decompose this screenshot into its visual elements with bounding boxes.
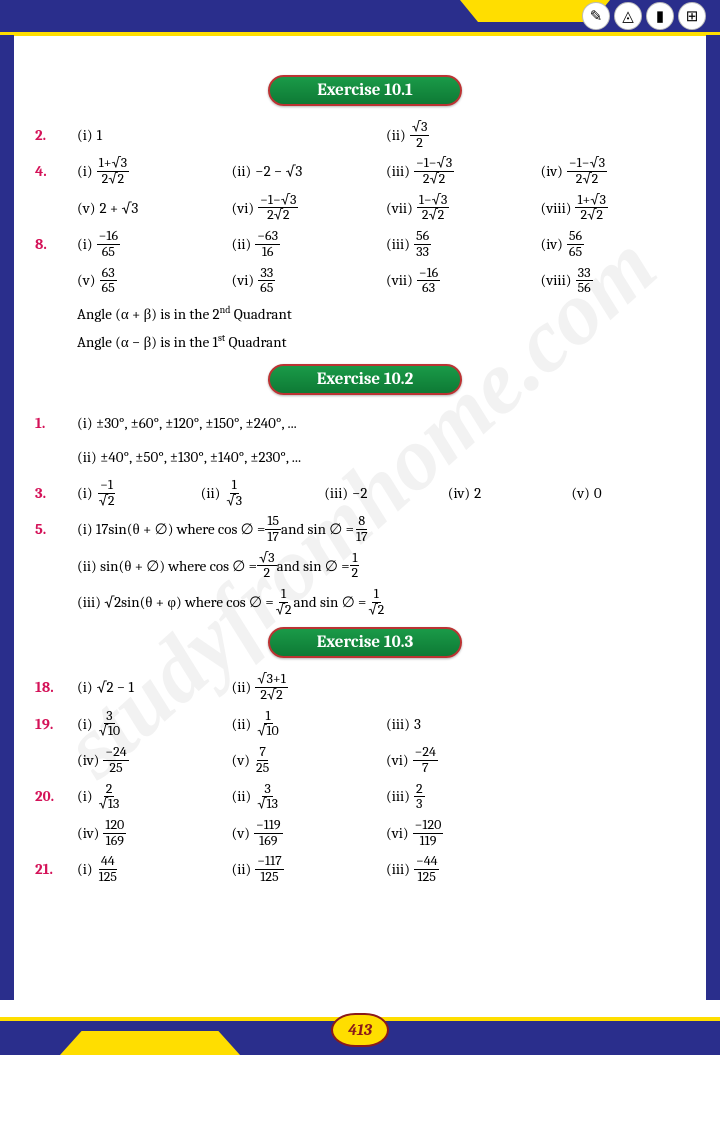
answer-part: (v) −119169 — [232, 818, 387, 848]
answer-part: (iii) −2 — [324, 478, 448, 508]
answer-part: (ii) sin(θ + ∅) where cos ∅ = √32 and si… — [77, 551, 360, 581]
note-text: Angle (α − β) is in the 1st Quadrant — [77, 330, 695, 354]
answer-part: (viii) 1+√32√2 — [541, 193, 696, 223]
answer-part: (iii) −1−√32√2 — [386, 156, 541, 186]
answer-part: (i) 17sin(θ + ∅) where cos ∅ = 1517 and … — [77, 514, 370, 544]
exercise-heading: Exercise 10.1 — [268, 75, 462, 106]
answer-part: (iv) 2 — [448, 478, 572, 508]
answer-part: (vi) −1−√32√2 — [232, 193, 387, 223]
answer-part: (v) 725 — [232, 745, 387, 775]
answer-part: (ii) −117125 — [232, 854, 387, 884]
answer-row: (iii) √2sin(θ + φ) where cos ∅ = 1√2 and… — [35, 587, 695, 617]
answer-part: (i) −1665 — [77, 229, 232, 259]
answer-part: (iii) √2sin(θ + φ) where cos ∅ = 1√2 and… — [77, 587, 386, 617]
exercise-heading: Exercise 10.2 — [268, 364, 462, 395]
answer-part: (v) 2 + √3 — [77, 193, 232, 223]
answer-part: (vi) 3365 — [232, 266, 387, 296]
answer-row: 21.(i) 44125(ii) −117125(iii) −44125 — [35, 854, 695, 884]
answer-row: (ii) sin(θ + ∅) where cos ∅ = √32 and si… — [35, 551, 695, 581]
answer-part: (iv) 5665 — [541, 229, 696, 259]
answer-part: (ii) 3√13 — [232, 782, 387, 812]
answer-part: (viii) 3356 — [541, 266, 696, 296]
answer-part: (ii) √32 — [386, 120, 695, 150]
exercise-heading: Exercise 10.3 — [268, 627, 462, 658]
answer-part: (i) −1√2 — [77, 478, 201, 508]
page-number: 413 — [331, 1013, 389, 1047]
answer-part: (i) 3√10 — [77, 709, 232, 739]
answer-row: 20.(i) 2√13(ii) 3√13(iii) 23 — [35, 782, 695, 812]
answer-row: 19.(i) 3√10(ii) 1√10(iii) 3 — [35, 709, 695, 739]
answer-row: 18.(i) √2 − 1(ii) √3+12√2 — [35, 672, 695, 702]
answer-part: (ii) 1√10 — [232, 709, 387, 739]
note-text: Angle (α + β) is in the 2nd Quadrant — [77, 302, 695, 326]
answer-part: (iii) 5633 — [386, 229, 541, 259]
answer-part: (iii) 23 — [386, 782, 541, 812]
answer-part: (vii) 1−√32√2 — [386, 193, 541, 223]
answer-row: 2.(i) 1(ii) √32 — [35, 120, 695, 150]
answer-part: (ii) √3+12√2 — [232, 672, 387, 702]
answer-row: (iv) 120169(v) −119169(vi) −120119 — [35, 818, 695, 848]
answer-part: (ii) −6316 — [232, 229, 387, 259]
answer-part: (v) 6365 — [77, 266, 232, 296]
exercise-content: Exercise 10.1 2.(i) 1(ii) √32 4.(i) 1+√32√… — [35, 75, 695, 885]
answer-part: (i) 2√13 — [77, 782, 232, 812]
answer-part: (ii) 1√3 — [201, 478, 325, 508]
answer-row: (ii) ±40°, ±50°, ±130°, ±140°, ±230°, ..… — [35, 443, 695, 472]
answer-row: (iv) −2425(v) 725(vi) −247 — [35, 745, 695, 775]
answer-part: (iv) −2425 — [77, 745, 232, 775]
answer-row: (v) 2 + √3(vi) −1−√32√2(vii) 1−√32√2(vii… — [35, 193, 695, 223]
answer-row: 1.(i) ±30°, ±60°, ±120°, ±150°, ±240°, .… — [35, 409, 695, 438]
answer-part: (iii) 3 — [386, 709, 541, 739]
answer-part: (vi) −120119 — [386, 818, 541, 848]
answer-row: 8.(i) −1665(ii) −6316(iii) 5633(iv) 5665 — [35, 229, 695, 259]
answer-row: (v) 6365(vi) 3365(vii) −1663(viii) 3356 — [35, 266, 695, 296]
answer-part: (v) 0 — [571, 478, 695, 508]
answer-part: (i) 1+√32√2 — [77, 156, 232, 186]
answer-part: (ii) −2 − √3 — [232, 156, 387, 186]
answer-row: 3.(i) −1√2(ii) 1√3(iii) −2(iv) 2(v) 0 — [35, 478, 695, 508]
answer-part: (iii) −44125 — [386, 854, 541, 884]
answer-part: (i) 1 — [77, 120, 386, 150]
answer-row: 4.(i) 1+√32√2(ii) −2 − √3(iii) −1−√32√2(… — [35, 156, 695, 186]
answer-part: (i) ±30°, ±60°, ±120°, ±150°, ±240°, ... — [77, 409, 297, 438]
answer-part: (ii) ±40°, ±50°, ±130°, ±140°, ±230°, ..… — [77, 443, 301, 472]
answer-part: (i) √2 − 1 — [77, 672, 232, 702]
answer-row: 5.(i) 17sin(θ + ∅) where cos ∅ = 1517 an… — [35, 514, 695, 544]
answer-part: (vii) −1663 — [386, 266, 541, 296]
answer-part: (vi) −247 — [386, 745, 541, 775]
answer-part: (iv) 120169 — [77, 818, 232, 848]
answer-part: (i) 44125 — [77, 854, 232, 884]
answer-part: (iv) −1−√32√2 — [541, 156, 696, 186]
